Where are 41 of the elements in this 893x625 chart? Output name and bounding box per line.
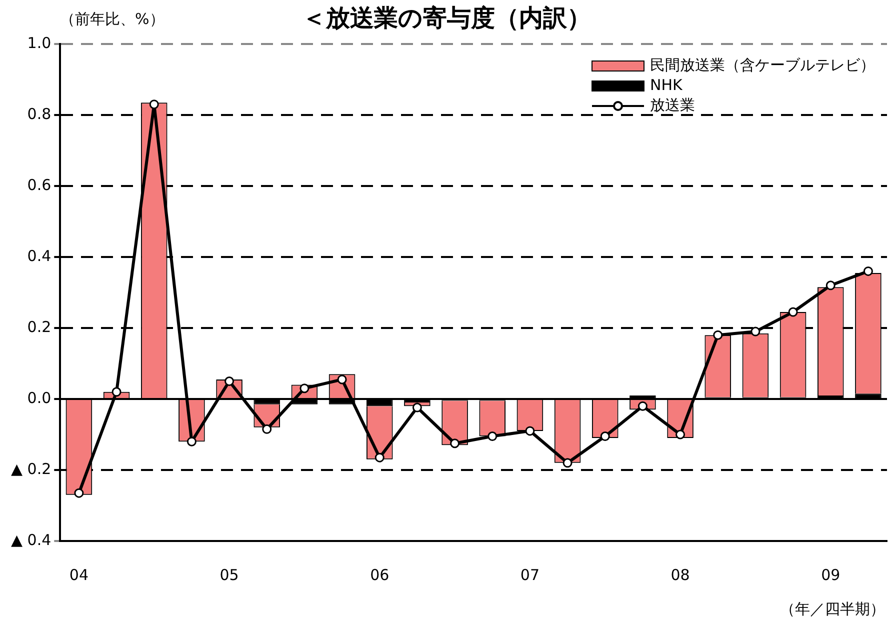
point xyxy=(450,438,460,448)
y-tick-label: 0.8 xyxy=(27,104,52,123)
chart-title: ＜放送業の寄与度（内訳） xyxy=(302,4,591,32)
y-tick-label: 0.2 xyxy=(27,318,52,336)
point xyxy=(186,436,196,446)
point xyxy=(262,424,272,434)
y-axis-title: （前年比、%） xyxy=(60,10,164,29)
y-tick-label: ▲ 0.2 xyxy=(10,460,52,478)
y-tick-label: 0.6 xyxy=(27,176,52,194)
legend-label: NHK xyxy=(650,76,684,94)
point xyxy=(788,307,798,317)
point xyxy=(676,430,686,440)
point xyxy=(412,402,422,412)
x-tick-label: 04 xyxy=(69,566,88,584)
point xyxy=(562,458,572,468)
x-axis-title: （年／四半期） xyxy=(780,600,885,619)
point xyxy=(713,330,723,340)
point xyxy=(638,401,648,411)
x-tick-label: 09 xyxy=(821,566,840,584)
point xyxy=(149,100,159,110)
point xyxy=(600,432,610,442)
legend-label: 放送業 xyxy=(650,96,695,114)
point xyxy=(488,432,498,442)
point xyxy=(224,376,234,386)
point xyxy=(863,266,873,276)
x-tick-label: 07 xyxy=(520,566,540,584)
point xyxy=(112,387,122,397)
legend-label: 民間放送業（含ケーブルテレビ） xyxy=(650,56,875,74)
point xyxy=(826,280,836,290)
point xyxy=(374,452,384,462)
point xyxy=(525,426,535,436)
y-tick-label: 1.0 xyxy=(27,34,52,52)
y-tick-label: ▲ 0.4 xyxy=(10,530,52,549)
y-tick-label: 0.0 xyxy=(27,388,52,407)
point xyxy=(337,374,347,384)
point xyxy=(750,326,760,336)
y-tick-label: 0.4 xyxy=(27,246,52,265)
x-tick-label: 08 xyxy=(670,566,690,584)
x-tick-label: 05 xyxy=(220,566,239,584)
point xyxy=(74,488,84,498)
x-tick-label: 06 xyxy=(370,566,390,584)
